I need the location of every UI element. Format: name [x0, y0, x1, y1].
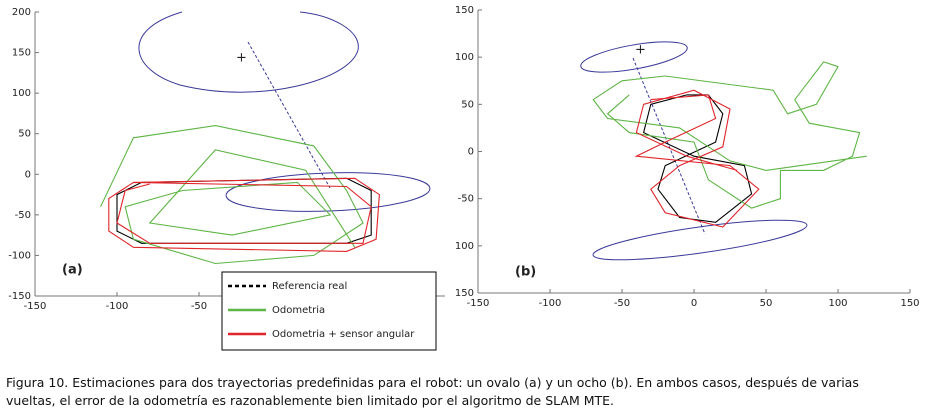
charts: + + -150 -100 -50 0 50 100 150 200 -150 -100 -50 (a…	[8, 5, 920, 351]
ellipse	[225, 172, 431, 212]
legend-label: Odometria + sensor angular	[272, 329, 415, 340]
panel-label: (b)	[515, 265, 536, 280]
uncertainty-ellipses	[138, 11, 808, 261]
x-tick-label: 50	[760, 298, 773, 309]
y-tick-label: -150	[8, 291, 31, 302]
trajectory	[592, 61, 867, 209]
legend-label: Referencia real	[272, 281, 347, 292]
marker: +	[635, 43, 646, 58]
y-tick-label: 50	[18, 129, 31, 140]
legend-label: Odometria	[272, 305, 325, 316]
caption-line: Figura 10. Estimaciones para dos trayect…	[6, 375, 859, 390]
y-tick-label: 100	[455, 241, 474, 252]
ellipse	[138, 11, 359, 93]
caption-line: vueltas, el error de la odometría es raz…	[6, 393, 614, 408]
ellipse	[580, 41, 688, 73]
x-tick-label: -50	[614, 298, 630, 309]
y-tick-label: 200	[12, 7, 31, 18]
y-tick-label: -100	[8, 250, 31, 261]
y-tick-label: 150	[455, 5, 474, 16]
x-tick-label: 0	[691, 298, 697, 309]
trajectory	[634, 89, 760, 228]
panel-label: (a)	[62, 263, 83, 278]
y-tick-label: 50	[461, 99, 474, 110]
trajectory	[108, 177, 380, 252]
y-tick-label: 150	[12, 48, 31, 59]
y-tick-label: 0	[468, 147, 474, 158]
x-tick-label: -100	[106, 301, 129, 312]
x-tick-label: 100	[828, 298, 847, 309]
y-tick-label: -50	[458, 194, 474, 205]
trajectory	[642, 94, 753, 223]
y-tick-label: 100	[12, 88, 31, 99]
x-tick-label: 150	[900, 298, 919, 309]
x-tick-label: -150	[24, 301, 47, 312]
link	[247, 41, 331, 189]
link	[632, 57, 706, 235]
y-tick-label: 0	[25, 169, 31, 180]
trajectory	[100, 125, 364, 265]
y-tick-label: -50	[15, 210, 31, 221]
x-tick-label: -150	[467, 298, 490, 309]
x-tick-label: -50	[191, 301, 207, 312]
x-tick-label: -100	[539, 298, 562, 309]
y-tick-label: 150	[455, 288, 474, 299]
legend: Referencia real Odometria Odometria + sens…	[221, 271, 437, 351]
marker: +	[236, 51, 247, 66]
ellipse	[592, 219, 808, 261]
y-tick-label: 100	[455, 52, 474, 63]
